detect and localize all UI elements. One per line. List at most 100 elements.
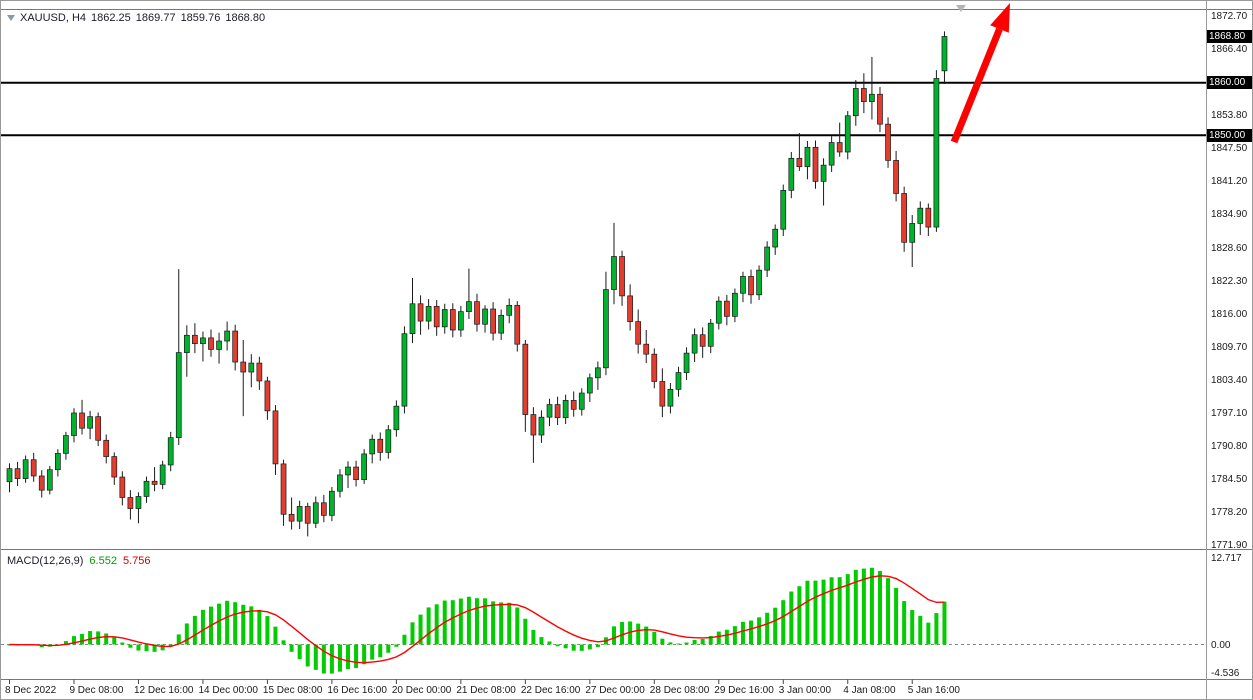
price-tick-label: 1784.50 <box>1211 474 1248 486</box>
price-tick-label: 1809.70 <box>1211 341 1248 353</box>
time-axis-label: 4 Jan 08:00 <box>843 685 896 696</box>
macd-bar <box>370 644 375 660</box>
candle-body <box>586 377 593 394</box>
candle-body <box>756 269 762 296</box>
macd-bar <box>660 638 665 645</box>
macd-bar <box>547 641 552 645</box>
macd-bar <box>877 571 882 645</box>
macd-bar <box>426 607 431 645</box>
candle-body <box>22 459 29 479</box>
price-tick-label: 1822.30 <box>1211 275 1248 287</box>
breakout-arrow[interactable] <box>950 3 1010 144</box>
macd-axis-min-label: -4.536 <box>1211 668 1240 679</box>
macd-axis-zero-label: 0.00 <box>1211 639 1231 651</box>
price-tick-label: 1872.70 <box>1211 11 1248 22</box>
macd-bar <box>233 602 238 645</box>
price-tick-label: 1847.50 <box>1211 143 1248 155</box>
candle-body <box>546 404 553 418</box>
candle-body <box>732 292 738 317</box>
macd-bar <box>845 574 850 645</box>
macd-bar <box>281 640 286 645</box>
candle-body <box>909 223 916 243</box>
macd-bar <box>821 579 826 645</box>
candle-body <box>280 463 287 515</box>
candle-body <box>506 304 513 316</box>
candle-body <box>216 340 222 350</box>
candle-body <box>901 193 908 243</box>
macd-signal-value: 5.756 <box>122 555 151 567</box>
macd-bar <box>523 618 528 645</box>
candle-body <box>595 367 601 379</box>
macd-bar <box>531 629 536 645</box>
candle-body <box>877 93 883 125</box>
candle-body <box>14 468 21 479</box>
macd-bar <box>120 642 125 645</box>
candle-body <box>538 416 545 436</box>
candle-body <box>127 497 134 509</box>
candle-body <box>337 474 343 492</box>
candle-body <box>175 352 182 439</box>
macd-bar <box>902 601 907 645</box>
candle-body <box>611 256 617 290</box>
macd-bar <box>805 580 810 645</box>
candle-body <box>296 506 303 522</box>
high-value: 1869.77 <box>135 12 176 24</box>
candles-layer <box>6 31 948 537</box>
candle-body <box>329 490 335 516</box>
low-value: 1859.76 <box>180 12 221 24</box>
candle-body <box>143 480 150 497</box>
macd-bar <box>329 644 334 674</box>
macd-bar <box>692 639 697 645</box>
candle-body <box>288 513 295 522</box>
macd-bar <box>402 634 407 645</box>
macd-bar <box>450 600 455 645</box>
macd-bar <box>257 609 262 645</box>
macd-bar <box>684 642 689 645</box>
price-tick-label: 1853.80 <box>1211 110 1248 122</box>
candle-body <box>659 381 666 407</box>
macd-bar <box>305 644 310 667</box>
candle-body <box>925 207 932 228</box>
candle-body <box>715 300 722 324</box>
macd-bar <box>700 639 705 645</box>
macd-bar <box>571 644 576 651</box>
candle-body <box>135 496 142 509</box>
macd-bar <box>829 577 834 645</box>
macd-bar <box>418 614 423 645</box>
macd-bar <box>926 622 931 645</box>
macd-bar <box>378 644 383 658</box>
candle-body <box>941 36 948 72</box>
macd-bar <box>410 622 415 645</box>
macd-bar <box>773 607 778 645</box>
macd-bar <box>869 567 874 645</box>
macd-bar <box>853 569 858 645</box>
candle-body <box>812 146 819 182</box>
candle-body <box>192 334 198 345</box>
candle-body <box>377 438 384 453</box>
chart-shift-marker-icon[interactable] <box>956 5 966 12</box>
macd-bar <box>628 621 633 645</box>
candle-body <box>87 416 93 429</box>
candle-body <box>667 388 674 407</box>
candle-body <box>46 469 53 491</box>
time-axis-label: 14 Dec 00:00 <box>198 685 258 696</box>
candle-body <box>740 276 746 294</box>
macd-bar <box>354 644 359 668</box>
candle-body <box>627 295 633 322</box>
candle-body <box>820 164 827 182</box>
open-value: 1862.25 <box>91 12 131 24</box>
candle-body <box>167 437 174 466</box>
macd-bar <box>394 644 399 647</box>
macd-bar <box>515 607 520 645</box>
candle-body <box>111 456 118 478</box>
candle-body <box>304 506 311 524</box>
macd-main-value: 6.552 <box>89 555 117 567</box>
candle-body <box>780 189 787 230</box>
macd-bar <box>636 623 641 645</box>
macd-bar <box>249 606 254 645</box>
macd-panel <box>1 567 1206 674</box>
macd-bar <box>63 641 68 645</box>
symbol-dropdown-icon[interactable] <box>7 15 15 22</box>
candle-body <box>401 333 408 407</box>
